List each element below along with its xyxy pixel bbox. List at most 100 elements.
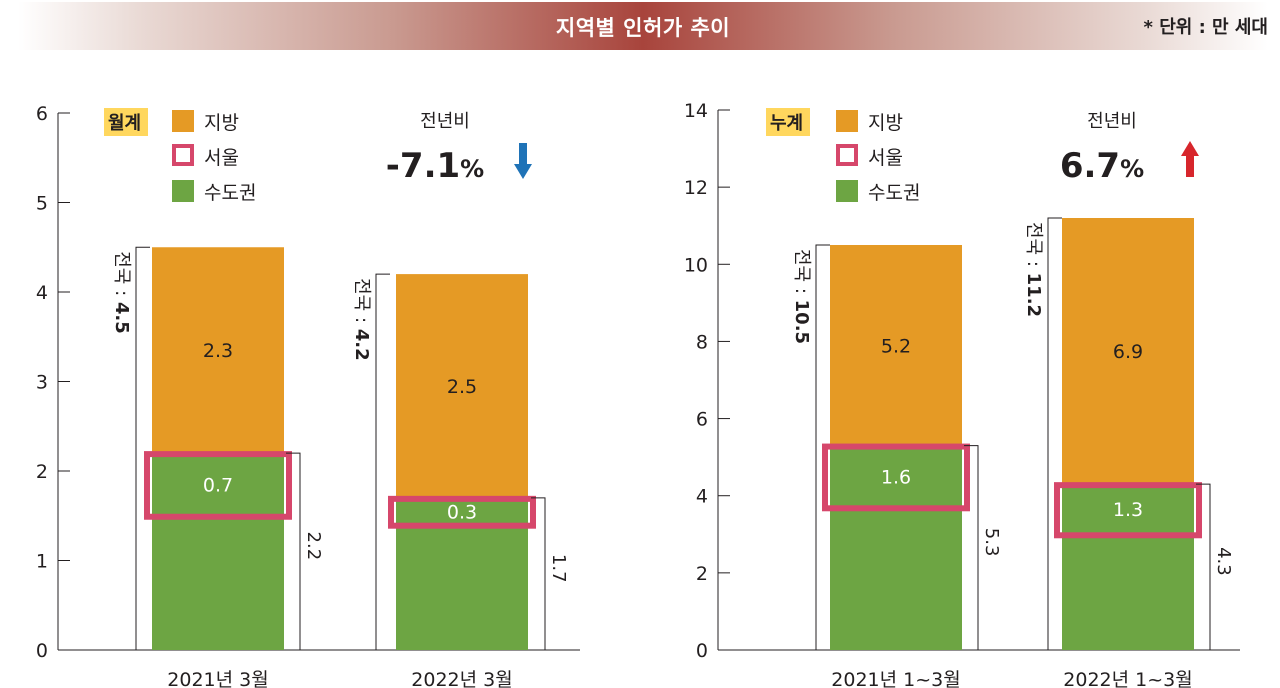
seoul-value-label: 1.6: [881, 466, 911, 488]
capital-label: 2.2: [303, 532, 324, 561]
capital-bracket: [286, 452, 301, 651]
total-label-value: 10.5: [791, 300, 812, 344]
y-tick-label: 3: [36, 372, 48, 394]
yoy-unit: %: [1120, 155, 1144, 183]
category-label: 2022년 1~3월: [1063, 669, 1192, 688]
legend-swatch-capital: [172, 180, 194, 202]
y-tick-label: 2: [36, 461, 48, 483]
yoy-label: 전년비: [420, 111, 470, 132]
yoy-label: 전년비: [1087, 111, 1137, 132]
category-label: 2021년 1~3월: [831, 669, 960, 688]
total-label-value: 4.5: [111, 302, 132, 334]
category-label: 2021년 3월: [167, 669, 268, 688]
legend-badge-bg: [766, 108, 810, 136]
total-label-value: 11.2: [1023, 273, 1044, 317]
category-label: 2022년 3월: [411, 669, 512, 688]
bar-seoul-outline: [144, 451, 292, 520]
total-label-prefix: 전국 :: [1023, 222, 1044, 273]
capital-label: 5.3: [981, 528, 1002, 557]
capital-label-group: 2.2: [303, 532, 324, 561]
total-bracket: [375, 273, 390, 651]
legend-swatch-local: [172, 110, 194, 132]
legend-label-capital: 수도권: [204, 182, 256, 204]
page-title: 지역별 인허가 추이: [555, 16, 731, 40]
capital-label-group: 4.3: [1213, 547, 1234, 576]
seoul-value-label: 0.7: [203, 474, 233, 496]
total-label-group: 전국 : 4.5: [111, 251, 132, 334]
bar-seoul-outline: [388, 495, 536, 529]
total-bracket: [135, 246, 150, 651]
local-value-label: 2.3: [203, 340, 233, 362]
local-value-label: 5.2: [881, 335, 911, 357]
legend-swatch-local: [836, 110, 858, 132]
total-bracket: [1047, 217, 1062, 651]
total-label-prefix: 전국 :: [111, 251, 132, 302]
legend-swatch-seoul: [172, 144, 194, 166]
capital-label-group: 5.3: [981, 528, 1002, 557]
total-bracket: [815, 244, 830, 651]
bar-capital: [152, 453, 284, 650]
total-label-prefix: 전국 :: [351, 278, 372, 329]
bar-capital: [830, 445, 962, 650]
total-label-group: 전국 : 11.2: [1023, 222, 1044, 317]
legend-badge-label: 월계: [108, 113, 141, 134]
legend-label-seoul: 서울: [204, 147, 239, 169]
total-label: 전국 : 10.5: [791, 249, 812, 344]
yoy-value: 6.7%: [1060, 146, 1144, 186]
total-label-value: 4.2: [351, 329, 372, 361]
legend-label-seoul: 서울: [868, 147, 903, 169]
capital-label-group: 1.7: [548, 554, 569, 583]
yoy-number: -7.1: [386, 146, 460, 186]
y-tick-label: 0: [696, 640, 708, 662]
arrow-down-icon: [514, 143, 532, 179]
legend-swatch-seoul: [836, 144, 858, 166]
y-tick-label: 1: [36, 551, 48, 573]
bar-local: [152, 247, 284, 454]
total-label: 전국 : 4.2: [351, 278, 372, 361]
seoul-value-label: 1.3: [1113, 499, 1143, 521]
capital-label: 4.3: [1213, 547, 1234, 576]
bar-local: [1062, 218, 1194, 485]
total-label-group: 전국 : 10.5: [791, 249, 812, 344]
legend-swatch-capital: [836, 180, 858, 202]
capital-label: 1.7: [548, 554, 569, 583]
local-value-label: 2.5: [447, 376, 477, 398]
header-banner: 지역별 인허가 추이: [18, 2, 1268, 50]
yoy-value: -7.1%: [386, 146, 484, 186]
total-label: 전국 : 11.2: [1023, 222, 1044, 317]
y-tick-label: 6: [696, 409, 708, 431]
seoul-value-label: 0.3: [447, 501, 477, 523]
capital-bracket: [531, 497, 546, 651]
y-tick-label: 6: [36, 103, 48, 125]
bar-local: [396, 274, 528, 498]
capital-bracket: [964, 445, 979, 651]
legend-badge-bg: [104, 108, 148, 136]
y-tick-label: 8: [696, 331, 708, 353]
arrow-up-icon: [1181, 141, 1199, 177]
y-tick-label: 5: [36, 193, 48, 215]
y-tick-label: 10: [684, 254, 708, 276]
y-tick-label: 12: [684, 177, 708, 199]
y-tick-label: 4: [696, 486, 708, 508]
y-tick-label: 14: [684, 100, 708, 122]
total-label-group: 전국 : 4.2: [351, 278, 372, 361]
yoy-number: 6.7: [1060, 146, 1120, 186]
local-value-label: 6.9: [1113, 341, 1143, 363]
legend-label-capital: 수도권: [868, 182, 920, 204]
bar-seoul-outline: [822, 443, 970, 512]
legend-badge-label: 누계: [770, 113, 803, 134]
bar-local: [830, 245, 962, 446]
capital-bracket: [1196, 483, 1211, 651]
legend-label-local: 지방: [204, 112, 239, 134]
total-label: 전국 : 4.5: [111, 251, 132, 334]
unit-label: * 단위 : 만 세대: [1143, 17, 1268, 38]
y-tick-label: 2: [696, 563, 708, 585]
bar-capital: [1062, 484, 1194, 650]
bar-seoul-outline: [1054, 482, 1202, 539]
y-tick-label: 4: [36, 282, 48, 304]
total-label-prefix: 전국 :: [791, 249, 812, 300]
y-tick-label: 0: [36, 640, 48, 662]
legend-label-local: 지방: [868, 112, 903, 134]
yoy-unit: %: [460, 155, 484, 183]
